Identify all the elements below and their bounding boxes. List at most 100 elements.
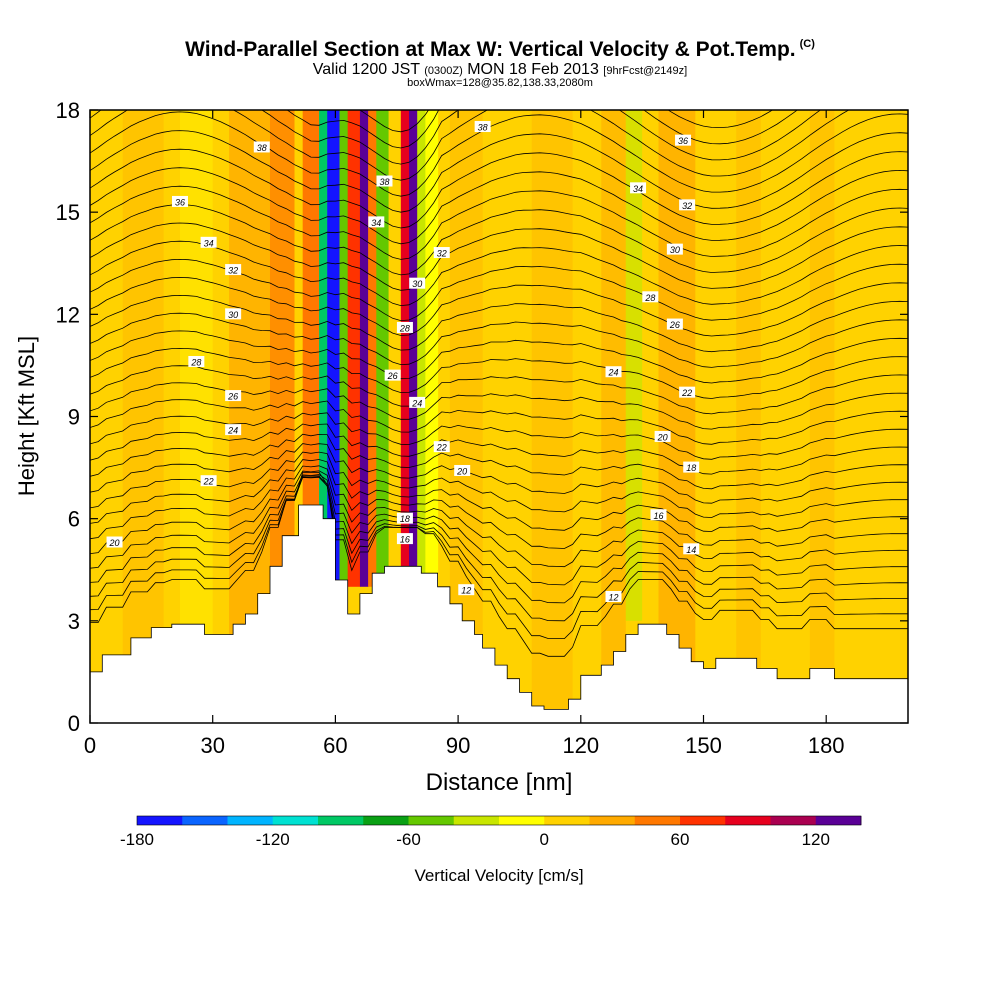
isentrope-label-box [409,396,426,408]
terrain-profile [89,504,909,724]
y-tick-label: 18 [56,98,80,123]
y-tick-label: 12 [56,302,80,327]
isentrope-label-text: 18 [686,463,696,473]
colorbar-swatch [363,816,409,825]
x-tick-label: 120 [562,733,599,758]
isentrope-line [90,240,908,307]
isentrope-label-text: 16 [654,511,664,521]
chart-subtitle: Valid 1200 JST (0300Z) MON 18 Feb 2013 [… [0,61,1000,79]
isentrope-label: 38 [376,175,393,187]
isentrope-label-text: 34 [371,218,381,228]
colorbar-swatch [499,816,545,825]
isentrope-label-text: 32 [682,201,692,211]
isentropes [90,110,908,657]
copyright-mark: (C) [799,38,815,50]
colorbar-tick-label: 60 [671,830,690,849]
velocity-band [359,110,369,587]
isentrope-label-text: 28 [644,293,655,303]
isentrope-label-text: 24 [227,426,238,436]
isentrope-line [90,412,908,460]
isentrope-label: 34 [630,182,647,194]
velocity-band [319,110,328,587]
isentrope-label-box [200,475,217,487]
colorbar-swatch [272,816,319,825]
isentrope-line [90,330,908,384]
weak-updraft-band [736,110,761,723]
isentrope-line [90,423,908,475]
y-tick-label: 9 [68,405,80,430]
isentrope-label-box [396,512,413,524]
isentrope-label: 28 [396,321,413,333]
x-tick-label: 150 [685,733,722,758]
isentrope-label: 18 [396,512,413,524]
isentrope-label: 26 [384,369,401,381]
isentrope-label-box [396,533,413,545]
isentrope-label-box [683,543,700,555]
y-axis-label: Height [Kft MSL] [14,336,39,496]
isentrope-line [90,470,908,568]
isentrope-label-text: 28 [190,358,201,368]
colorbar-swatch [453,816,500,825]
colorbar-tick-label: 0 [540,830,549,849]
isentrope-line [90,294,908,353]
isentrope-label-box [654,430,671,442]
isentrope-label: 16 [650,509,667,521]
chart-title-text: Wind-Parallel Section at Max W: Vertical… [185,38,796,61]
isentrope-line [90,465,908,549]
isentrope-line [90,451,908,518]
colorbar-swatch [182,816,228,825]
colorbar-frame [136,815,862,826]
isentrope-label: 28 [642,291,659,303]
isentrope-label: 38 [253,141,270,153]
isentrope-label-box [474,121,491,133]
isentrope-label-text: 36 [175,197,185,207]
isentrope-label-text: 22 [681,388,692,398]
isentrope-label-text: 18 [400,514,410,524]
isentrope-label: 30 [225,308,242,320]
isentrope-line [90,459,908,532]
colorbar-swatch [137,816,183,825]
isentrope-label-box [188,356,205,368]
isentrope-label-text: 30 [228,310,238,320]
colorbar-tick-label: 120 [802,830,830,849]
isentrope-label-box [679,199,696,211]
isentrope-label-box [253,141,270,153]
isentrope-label-box [225,390,242,402]
isentrope-label-box [666,318,683,330]
isentrope-label: 28 [188,356,205,368]
isentrope-label-text: 14 [686,545,696,555]
weak-updraft-band [601,110,626,723]
valid-utc: (0300Z) [424,65,463,77]
velocity-field [90,110,908,723]
y-tick-label: 6 [68,507,80,532]
terrain [89,504,909,724]
isentrope-label: 36 [675,134,692,146]
y-tick-label: 3 [68,609,80,634]
isentrope-label: 16 [396,533,413,545]
colorbar-swatch [680,816,726,825]
isentrope-line [90,433,908,490]
isentrope-label: 38 [474,121,491,133]
colorbar-swatch [318,816,364,825]
isentrope-line [90,476,908,622]
isentrope-label-box [433,441,450,453]
isentrope-label-box [605,366,622,378]
weak-updraft-band [531,110,573,723]
isentrope-line [90,130,908,213]
isentrope-label-text: 38 [257,143,267,153]
isentrope-label-box [630,182,647,194]
isentrope-label-text: 12 [461,586,471,596]
isentrope-label: 36 [171,195,188,207]
isentrope-line [90,167,908,245]
isentrope-label: 32 [679,199,696,211]
y-tick-label: 15 [56,200,80,225]
isentrope-line [90,111,908,197]
isentrope-label-box [679,386,696,398]
isentrope-line [90,110,850,181]
velocity-band [409,110,418,587]
isentrope-label-text: 12 [609,592,619,602]
isentrope-label-box [376,175,393,187]
colorbar-tick-label: -120 [256,830,290,849]
field-background [90,110,908,723]
